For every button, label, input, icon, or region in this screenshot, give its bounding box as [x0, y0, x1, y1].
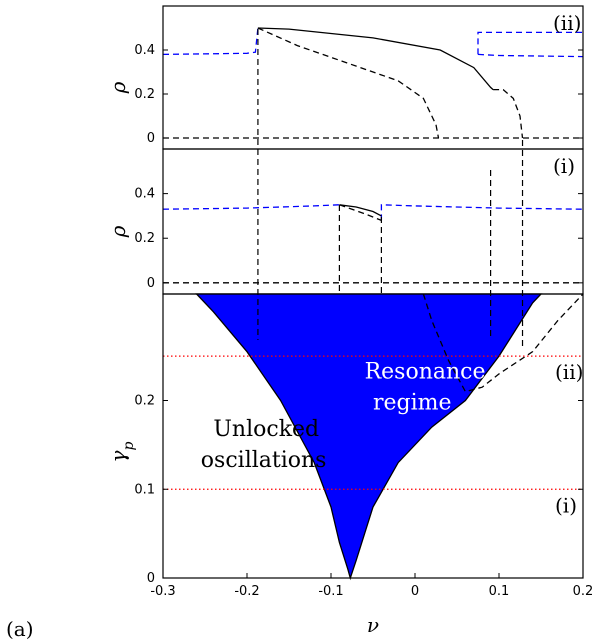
y-tick-label: 0.1	[134, 482, 155, 497]
series-line-0	[162, 27, 259, 56]
axes-frame	[162, 5, 584, 150]
series-line-5	[493, 88, 524, 139]
x-tick-label: -0.1	[318, 584, 343, 599]
region-annotation-1: regime	[373, 390, 452, 415]
y-tick-label: 0	[147, 571, 155, 586]
x-tick-label: 0.1	[489, 584, 510, 599]
x-tick-label: -0.3	[150, 584, 175, 599]
panel-tag: (ii)	[553, 11, 581, 35]
series-line-2	[339, 204, 382, 217]
resonance-region	[195, 293, 543, 581]
axes-frame	[162, 148, 584, 295]
x-tick-label: -0.2	[234, 584, 259, 599]
panel-top: (ii) ρ 0 0.2 0.4	[106, 5, 584, 150]
y-tick-label: 0.2	[134, 231, 155, 246]
x-tick-label: 0.2	[573, 584, 594, 599]
y-tick-label: 0	[147, 131, 155, 146]
y-axis-label: γp	[106, 442, 137, 463]
y-tick-label: 0	[147, 276, 155, 291]
series-line-1	[380, 204, 584, 221]
series-line-2	[477, 31, 583, 55]
x-axis-label: ν	[367, 613, 379, 637]
y-axis-label: ρ	[106, 225, 130, 238]
region-annotation-2: Unlocked	[213, 417, 319, 442]
y-axis-label-subscript: p	[121, 442, 137, 451]
region-annotation-0: Resonance	[365, 359, 486, 384]
series-line-4	[257, 27, 440, 139]
vertical-guide-lines	[257, 29, 524, 350]
threshold-tag-0: (ii)	[555, 360, 583, 384]
threshold-tag-1: (i)	[555, 493, 577, 517]
dashed-boundary-curve	[422, 293, 584, 393]
panel-bottom: (ii) (i) Resonance regime Unlocked oscillatio…	[106, 293, 594, 637]
axes-frame	[162, 293, 584, 579]
series-line-3	[257, 27, 494, 91]
panel-middle: (i) ρ 0 0.2 0.4	[106, 148, 584, 295]
y-tick-label: 0.2	[134, 394, 155, 409]
y-tick-label: 0.4	[134, 187, 155, 202]
panel-tag: (i)	[553, 154, 575, 178]
region-annotation-3: oscillations	[201, 448, 327, 473]
series-line-1	[477, 53, 584, 58]
y-tick-label: 0.2	[134, 87, 155, 102]
y-axis-label: ρ	[106, 81, 130, 94]
y-tick-label: 0.4	[134, 43, 155, 58]
figure-label: (a)	[6, 617, 34, 641]
series-line-0	[162, 204, 340, 210]
x-tick-label: 0	[411, 584, 419, 599]
